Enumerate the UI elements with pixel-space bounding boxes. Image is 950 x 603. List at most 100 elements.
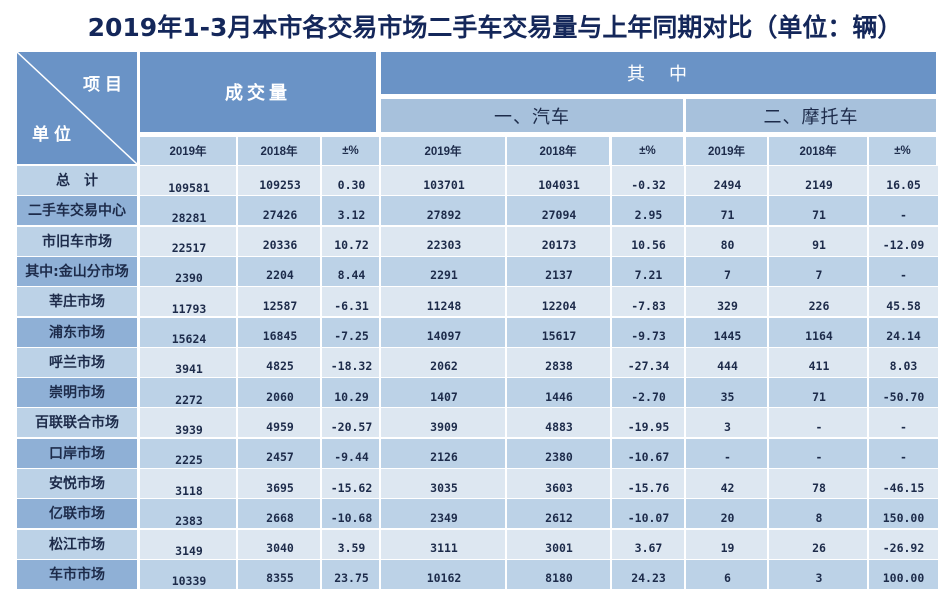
column-divider [236,166,238,195]
column-divider [867,347,869,377]
cell-value: -15.62 [322,469,381,498]
cell-value: -50.70 [869,378,938,408]
cell-value: 2494 [686,166,769,195]
column-divider [684,408,686,438]
column-divider [684,499,686,529]
page-title: 2019年1-3月本市各交易市场二手车交易量与上年同期对比（单位：辆） [87,13,903,42]
column-divider [320,166,322,195]
column-divider [767,438,769,468]
cell-value: 0.30 [322,166,381,195]
column-divider [320,559,322,589]
row-label: 总 计 [17,166,137,195]
cell-value: 103701 [381,166,507,195]
row-label: 百联联合市场 [17,408,137,438]
column-divider [867,499,869,529]
subheader-0: 2019年 [140,137,236,165]
cell-value: 23.75 [322,559,381,589]
cell-value: 3.12 [322,196,381,226]
column-divider [505,378,507,408]
column-divider [684,317,686,347]
column-divider [767,408,769,438]
column-divider [138,559,140,589]
cell-value: 20 [686,499,769,529]
column-divider [379,256,381,286]
row-label: 车市市场 [17,559,137,589]
column-divider [138,166,140,195]
column-divider [867,438,869,468]
column-divider [867,166,869,195]
cell-value: 3035 [381,469,507,498]
cell-value: 3040 [238,529,322,559]
column-divider [767,559,769,589]
cell-value: 3001 [507,529,611,559]
column-divider [505,438,507,468]
cell-value: 14097 [381,317,507,347]
column-divider [320,469,322,498]
column-divider [684,226,686,256]
cell-value: 15624 [140,317,238,347]
column-divider [320,408,322,438]
column-divider [684,196,686,226]
cell-value: 10.29 [322,378,381,408]
column-divider [379,287,381,317]
cell-value: 1446 [507,378,611,408]
column-divider [236,438,238,468]
cell-value: 2126 [381,438,507,468]
cell-value: 3149 [140,529,238,559]
table-row: 总 计 109581 109253 0.30 103701 104031 -0.32 2494… [17,166,938,196]
cell-value: 150.00 [869,499,938,529]
column-divider [505,166,507,195]
cell-value: 444 [686,347,769,377]
cell-value: 3.59 [322,529,381,559]
column-divider [767,529,769,559]
column-divider [379,529,381,559]
column-divider [138,196,140,226]
column-divider [867,559,869,589]
cell-value: -6.31 [322,287,381,317]
column-divider [320,378,322,408]
cell-value: 3118 [140,469,238,498]
cell-value: 226 [769,287,869,317]
column-divider [379,469,381,498]
column-divider [236,469,238,498]
cell-value: 11793 [140,287,238,317]
cell-value: 8180 [507,559,611,589]
cell-value: 3695 [238,469,322,498]
table-row: 市旧车市场 22517 20336 10.72 22303 20173 10.56 80 91-… [17,226,938,257]
table-row: 浦东市场 15624 16845 -7.25 14097 15617 -9.73 1445 11… [17,317,938,348]
column-divider [610,196,612,226]
cell-value: 2137 [507,256,611,286]
cell-value: 2612 [507,499,611,529]
cell-value: 1164 [769,317,869,347]
column-divider [867,378,869,408]
cell-value: 12204 [507,287,611,317]
cell-value: 27892 [381,196,507,226]
cell-value: - [769,438,869,468]
row-label: 莘庄市场 [17,287,137,317]
table-row: 松江市场 3149 3040 3.59 3111 3001 3.67 19 26 -26.92 [17,529,938,560]
row-label: 浦东市场 [17,317,137,347]
cell-value: 3 [686,408,769,438]
cell-value: 27426 [238,196,322,226]
cell-value: 78 [769,469,869,498]
cell-value: 15617 [507,317,611,347]
cell-value: -27.34 [612,347,685,377]
cell-value: 2.95 [612,196,685,226]
cars-header: 一、汽车 [381,99,683,132]
cell-value: 91 [769,226,869,256]
column-divider [610,438,612,468]
column-divider [236,378,238,408]
column-divider [379,499,381,529]
cell-value: 2349 [381,499,507,529]
column-divider [684,256,686,286]
column-divider [684,438,686,468]
column-divider [138,378,140,408]
cell-value: -0.32 [612,166,685,195]
column-divider [138,529,140,559]
column-divider [505,499,507,529]
cell-value: 2668 [238,499,322,529]
cell-value: -7.83 [612,287,685,317]
cell-value: -7.25 [322,317,381,347]
cell-value: 104031 [507,166,611,195]
cell-value: -9.73 [612,317,685,347]
